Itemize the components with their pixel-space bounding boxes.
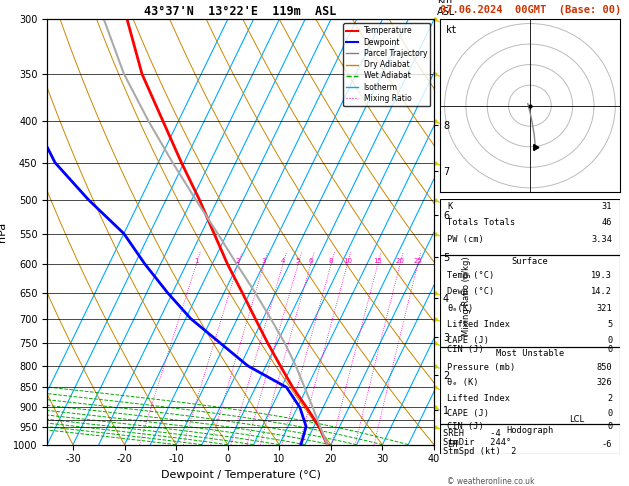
Text: Hodograph: Hodograph xyxy=(506,426,554,435)
Text: 0: 0 xyxy=(607,335,613,345)
Text: 0: 0 xyxy=(607,345,613,354)
Text: 5: 5 xyxy=(296,258,300,264)
Text: 5: 5 xyxy=(607,320,613,329)
Text: km
ASL: km ASL xyxy=(437,0,455,17)
Text: 8: 8 xyxy=(329,258,333,264)
Bar xyxy=(440,199,620,256)
Text: CAPE (J): CAPE (J) xyxy=(447,335,489,345)
Text: Totals Totals: Totals Totals xyxy=(447,218,516,226)
Text: LCL: LCL xyxy=(569,416,584,424)
Bar xyxy=(440,347,620,424)
Text: 15: 15 xyxy=(374,258,382,264)
Legend: Temperature, Dewpoint, Parcel Trajectory, Dry Adiabat, Wet Adiabat, Isotherm, Mi: Temperature, Dewpoint, Parcel Trajectory… xyxy=(343,23,430,106)
Text: 850: 850 xyxy=(597,363,613,372)
Title: 43°37'N  13°22'E  119m  ASL: 43°37'N 13°22'E 119m ASL xyxy=(145,5,337,18)
Text: Most Unstable: Most Unstable xyxy=(496,348,564,358)
Text: Temp (°C): Temp (°C) xyxy=(447,271,495,280)
Text: Lifted Index: Lifted Index xyxy=(447,320,511,329)
Text: 321: 321 xyxy=(597,304,613,313)
Text: 07.06.2024  00GMT  (Base: 00): 07.06.2024 00GMT (Base: 00) xyxy=(440,4,621,15)
Text: 25: 25 xyxy=(413,258,422,264)
Text: θₑ (K): θₑ (K) xyxy=(447,379,479,387)
Text: θₑ(K): θₑ(K) xyxy=(447,304,474,313)
Text: Pressure (mb): Pressure (mb) xyxy=(447,363,516,372)
Text: Lifted Index: Lifted Index xyxy=(447,394,511,403)
Bar xyxy=(440,424,620,454)
Text: 326: 326 xyxy=(597,379,613,387)
Text: EH: EH xyxy=(447,440,458,449)
Text: CIN (J): CIN (J) xyxy=(447,345,484,354)
Text: K: K xyxy=(447,202,453,211)
Text: 3: 3 xyxy=(262,258,266,264)
Text: 10: 10 xyxy=(343,258,352,264)
Text: 20: 20 xyxy=(396,258,404,264)
Text: © weatheronline.co.uk: © weatheronline.co.uk xyxy=(447,477,534,486)
Text: 19.3: 19.3 xyxy=(591,271,613,280)
Text: 6: 6 xyxy=(308,258,313,264)
Text: SREH     -4: SREH -4 xyxy=(443,429,501,438)
X-axis label: Dewpoint / Temperature (°C): Dewpoint / Temperature (°C) xyxy=(160,470,321,480)
Text: PW (cm): PW (cm) xyxy=(447,236,484,244)
Text: 3.34: 3.34 xyxy=(591,236,613,244)
Text: 0: 0 xyxy=(607,409,613,418)
Text: Mixing Ratio (g/kg): Mixing Ratio (g/kg) xyxy=(462,256,471,336)
Text: 2: 2 xyxy=(236,258,240,264)
Text: Surface: Surface xyxy=(511,257,548,266)
Y-axis label: hPa: hPa xyxy=(0,222,8,242)
Text: 14.2: 14.2 xyxy=(591,287,613,296)
Text: -6: -6 xyxy=(602,440,613,449)
Text: 1: 1 xyxy=(194,258,199,264)
Text: 46: 46 xyxy=(602,218,613,226)
Text: CAPE (J): CAPE (J) xyxy=(447,409,489,418)
Bar xyxy=(440,255,620,347)
Text: kt: kt xyxy=(446,25,457,35)
Text: 4: 4 xyxy=(281,258,285,264)
Text: StmDir   244°: StmDir 244° xyxy=(443,438,512,447)
Text: 2: 2 xyxy=(607,394,613,403)
Text: 31: 31 xyxy=(602,202,613,211)
Text: CIN (J): CIN (J) xyxy=(447,422,484,431)
Text: 0: 0 xyxy=(607,422,613,431)
Text: Dewp (°C): Dewp (°C) xyxy=(447,287,495,296)
Text: StmSpd (kt)  2: StmSpd (kt) 2 xyxy=(443,447,517,456)
